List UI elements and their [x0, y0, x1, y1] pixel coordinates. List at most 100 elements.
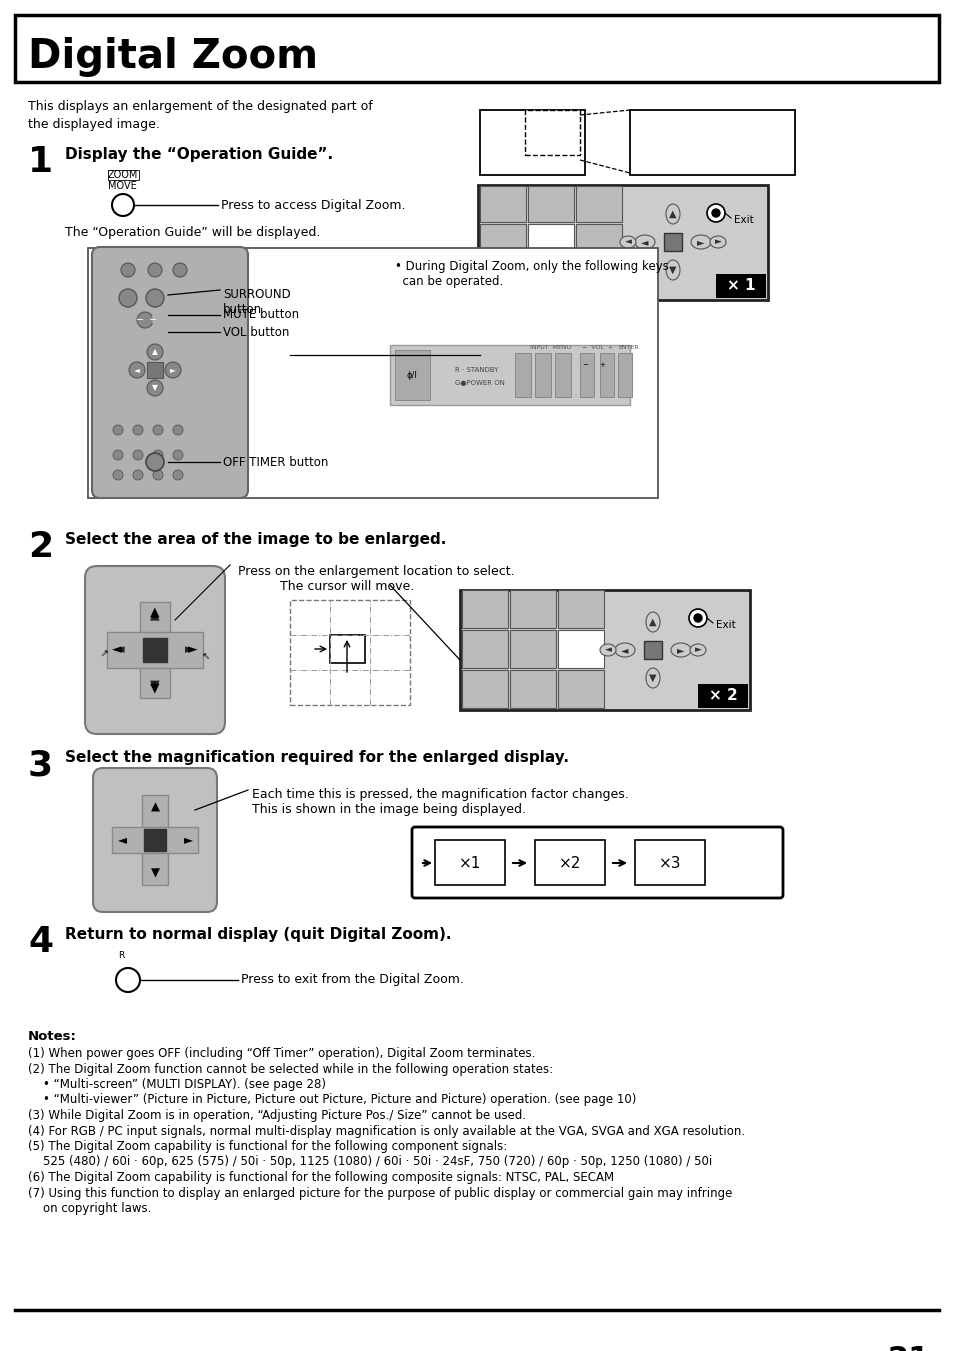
Ellipse shape: [645, 612, 659, 632]
Text: The cursor will move.: The cursor will move.: [280, 580, 414, 593]
Text: (2) The Digital Zoom function cannot be selected while in the following operatio: (2) The Digital Zoom function cannot be …: [28, 1062, 553, 1075]
Text: +: +: [148, 315, 156, 326]
Text: Each time this is pressed, the magnification factor changes.
This is shown in th: Each time this is pressed, the magnifica…: [252, 788, 628, 816]
Text: The “Operation Guide” will be displayed.: The “Operation Guide” will be displayed.: [65, 226, 320, 239]
Circle shape: [706, 204, 724, 222]
Text: ▼: ▼: [150, 681, 160, 694]
Text: • “Multi-screen” (MULTI DISPLAY). (see page 28): • “Multi-screen” (MULTI DISPLAY). (see p…: [28, 1078, 326, 1092]
Text: ◄: ◄: [604, 646, 611, 654]
Bar: [576, 224, 621, 259]
Text: ↑: ↑: [96, 648, 110, 662]
Circle shape: [132, 450, 143, 459]
Bar: [144, 830, 166, 851]
Text: 4: 4: [28, 925, 53, 959]
Text: SURROUND
button: SURROUND button: [223, 288, 291, 316]
Bar: [635, 840, 704, 885]
Ellipse shape: [665, 204, 679, 224]
Bar: [618, 353, 631, 397]
Circle shape: [112, 450, 123, 459]
Bar: [143, 638, 167, 662]
Text: ►: ►: [183, 834, 193, 847]
Text: ◄: ◄: [624, 238, 631, 246]
Circle shape: [172, 470, 183, 480]
Bar: [579, 353, 594, 397]
Bar: [15, 15, 938, 82]
Text: (1) When power goes OFF (including “Off Timer” operation), Digital Zoom terminat: (1) When power goes OFF (including “Off …: [28, 1047, 535, 1061]
Text: ▼: ▼: [152, 384, 158, 393]
Circle shape: [116, 969, 140, 992]
Text: ►: ►: [714, 238, 720, 246]
Text: R · STANDBY: R · STANDBY: [455, 367, 498, 373]
Text: MUTE button: MUTE button: [223, 308, 299, 322]
Bar: [461, 630, 507, 667]
Bar: [477, 185, 767, 300]
Text: ►: ►: [185, 643, 194, 657]
Circle shape: [132, 426, 143, 435]
Text: ►: ►: [677, 644, 684, 655]
Text: 525 (480) / 60i · 60p, 625 (575) / 50i · 50p, 1125 (1080) / 60i · 50i · 24sF, 75: 525 (480) / 60i · 60p, 625 (575) / 50i ·…: [28, 1155, 712, 1169]
Text: ►: ►: [697, 236, 704, 247]
Bar: [527, 262, 574, 299]
Text: 2: 2: [28, 530, 53, 563]
Circle shape: [129, 362, 145, 378]
Bar: [515, 353, 531, 397]
Bar: [390, 345, 629, 405]
Bar: [510, 670, 556, 708]
Text: ◄: ◄: [620, 644, 628, 655]
Text: ▲: ▲: [152, 347, 158, 357]
Bar: [535, 840, 604, 885]
Circle shape: [152, 450, 163, 459]
Circle shape: [137, 312, 152, 328]
Text: (7) Using this function to display an enlarged picture for the purpose of public: (7) Using this function to display an en…: [28, 1186, 732, 1200]
Bar: [479, 109, 584, 176]
Text: 1: 1: [28, 145, 53, 178]
Circle shape: [172, 450, 183, 459]
Text: ϕ/I: ϕ/I: [406, 370, 417, 380]
Ellipse shape: [665, 259, 679, 280]
Ellipse shape: [599, 644, 616, 657]
Circle shape: [172, 263, 187, 277]
Text: ►: ►: [170, 366, 175, 374]
Text: Exit: Exit: [733, 215, 753, 226]
Text: ◄: ◄: [117, 834, 127, 847]
Text: This displays an enlargement of the designated part of
the displayed image.: This displays an enlargement of the desi…: [28, 100, 373, 131]
Bar: [479, 224, 525, 259]
Ellipse shape: [689, 644, 705, 657]
Bar: [643, 640, 661, 659]
Bar: [88, 249, 658, 499]
Text: ►: ►: [694, 646, 700, 654]
Circle shape: [688, 609, 706, 627]
Bar: [142, 794, 168, 885]
Text: Press on the enlargement location to select.: Press on the enlargement location to sel…: [237, 565, 514, 578]
Text: G●POWER ON: G●POWER ON: [455, 380, 504, 386]
Bar: [576, 186, 621, 222]
Text: −: −: [581, 362, 587, 367]
Text: Return to normal display (quit Digital Zoom).: Return to normal display (quit Digital Z…: [65, 927, 451, 942]
Text: ◄: ◄: [115, 643, 125, 657]
Text: 3: 3: [28, 748, 53, 782]
Bar: [555, 353, 571, 397]
Circle shape: [152, 426, 163, 435]
Ellipse shape: [635, 235, 655, 249]
Bar: [510, 590, 556, 628]
Text: 21: 21: [886, 1346, 929, 1351]
Bar: [558, 590, 603, 628]
Bar: [459, 590, 749, 711]
Bar: [290, 600, 410, 705]
Bar: [558, 630, 603, 667]
Text: ◄: ◄: [640, 236, 648, 247]
Text: VOL button: VOL button: [223, 326, 289, 339]
Text: • “Multi-viewer” (Picture in Picture, Picture out Picture, Picture and Picture) : • “Multi-viewer” (Picture in Picture, Pi…: [28, 1093, 636, 1106]
Text: MOVE: MOVE: [108, 181, 136, 190]
Text: × 1: × 1: [726, 278, 755, 293]
Ellipse shape: [709, 236, 725, 249]
Circle shape: [172, 426, 183, 435]
Text: ↑: ↑: [200, 648, 213, 662]
Circle shape: [148, 263, 162, 277]
Text: OFF TIMER button: OFF TIMER button: [223, 455, 328, 469]
Text: (4) For RGB / PC input signals, normal multi-display magnification is only avail: (4) For RGB / PC input signals, normal m…: [28, 1124, 744, 1138]
Bar: [527, 224, 574, 259]
Circle shape: [147, 345, 163, 359]
Bar: [147, 362, 163, 378]
Ellipse shape: [670, 643, 690, 657]
